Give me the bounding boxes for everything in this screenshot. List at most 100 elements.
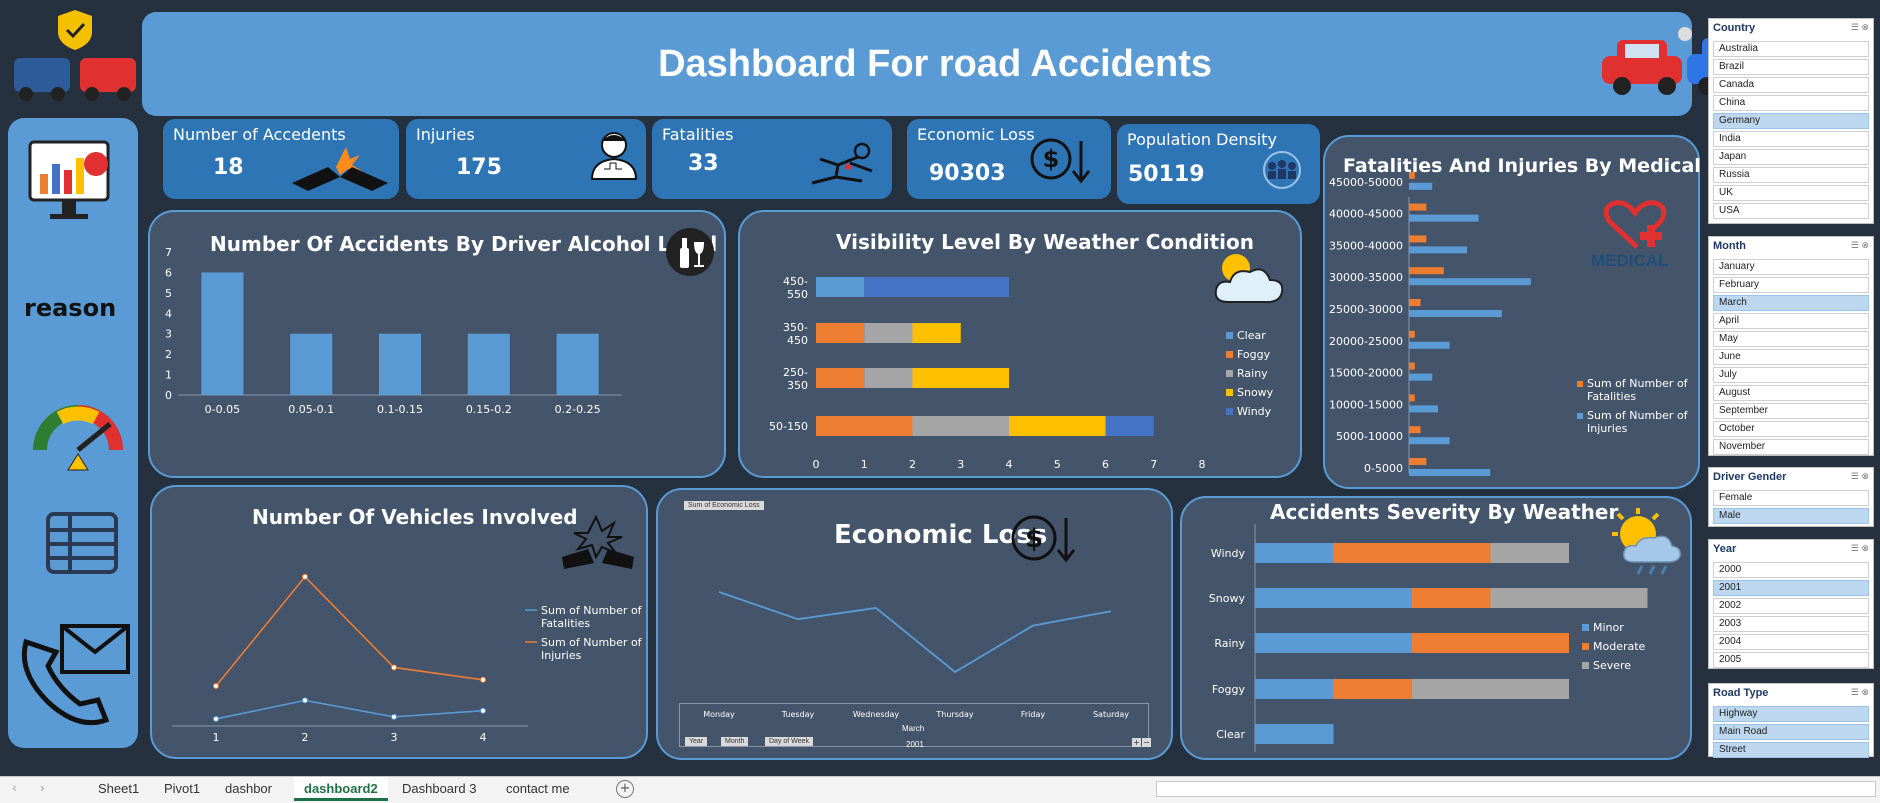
svg-text:$: $ <box>1025 524 1043 554</box>
bar-fatalities <box>1409 362 1415 370</box>
slicer-item[interactable]: Germany <box>1713 113 1869 129</box>
clear-filter-icon[interactable]: ☰ ⊗ <box>1850 240 1869 250</box>
x-tick-label: 5 <box>1054 458 1061 471</box>
bar-fatalities <box>1409 458 1427 465</box>
kpi-value: 175 <box>456 155 502 180</box>
slicer-item[interactable]: June <box>1713 349 1869 365</box>
slicer-item[interactable]: Brazil <box>1713 59 1869 75</box>
sheet-tab[interactable]: Pivot1 <box>164 781 201 796</box>
bar-fatalities <box>1409 267 1444 275</box>
slicer-item[interactable]: Female <box>1713 490 1869 506</box>
x-tick-label: 1 <box>861 458 868 471</box>
expand-button[interactable]: + <box>1132 738 1141 747</box>
legend-label: Sum of Number of <box>541 604 643 617</box>
filter-month-button[interactable]: Month <box>721 737 749 746</box>
bar-segment <box>816 277 865 297</box>
slicer-header: Country ☰ ⊗ <box>1709 19 1873 39</box>
slicer-item[interactable]: April <box>1713 313 1869 329</box>
filter-year-button[interactable]: Year <box>685 737 708 746</box>
legend-swatch <box>1226 332 1233 339</box>
population-icon <box>1263 151 1301 189</box>
x-tick-label: 4 <box>480 731 487 744</box>
dashboard-header: Dashboard For road Accidents <box>142 12 1772 116</box>
filter-day-button[interactable]: Day of Week <box>765 737 813 746</box>
slicer-header: Month ☰ ⊗ <box>1709 237 1873 257</box>
slicer-item[interactable]: 2003 <box>1713 616 1869 632</box>
data-point <box>302 573 308 580</box>
clear-filter-icon[interactable]: ☰ ⊗ <box>1850 543 1869 553</box>
slicer-item[interactable]: Japan <box>1713 149 1869 165</box>
x-tick-label: Wednesday <box>853 710 900 719</box>
table-icon[interactable] <box>46 512 118 576</box>
slicer-item[interactable]: Street <box>1713 742 1869 758</box>
sheet-tab[interactable]: Dashboard 3 <box>402 781 477 796</box>
pivot-field-button[interactable]: Sum of Economic Loss <box>684 501 764 510</box>
slicer-item[interactable]: Main Road <box>1713 724 1869 740</box>
bar-segment <box>1255 679 1334 699</box>
x-tick-label: 0.15-0.2 <box>466 403 512 416</box>
slicer-title: Road Type <box>1713 687 1769 699</box>
dollar-down-icon: $ <box>1030 138 1091 184</box>
scroll-left-icon[interactable]: ‹ <box>12 781 17 795</box>
bar-injuries <box>1409 310 1502 317</box>
y-tick-label: 10000-15000 <box>1329 398 1403 411</box>
slicer-item[interactable]: September <box>1713 403 1869 419</box>
slicer-item[interactable]: 2000 <box>1713 562 1869 578</box>
medical-bar-chart: 0-5000 5000-10000 10000-15000 15000-20000 20… <box>1329 171 1689 476</box>
y-tick-label: Snowy <box>1209 592 1246 605</box>
bar <box>379 333 421 395</box>
add-sheet-icon[interactable]: + <box>616 780 634 798</box>
y-tick-label: 25000-30000 <box>1329 303 1403 316</box>
slicer-item[interactable]: UK <box>1713 185 1869 201</box>
slicer-item[interactable]: Russia <box>1713 167 1869 183</box>
clear-filter-icon[interactable]: ☰ ⊗ <box>1850 471 1869 481</box>
y-tick-label: Windy <box>1211 547 1246 560</box>
slicer-item[interactable]: 2005 <box>1713 652 1869 668</box>
chart-title: Visibility Level By Weather Condition <box>836 230 1254 254</box>
clear-filter-icon[interactable]: ☰ ⊗ <box>1850 687 1869 697</box>
phone-mail-icon[interactable] <box>18 622 132 732</box>
slicer-item[interactable]: August <box>1713 385 1869 401</box>
slicer-item[interactable]: China <box>1713 95 1869 111</box>
series-line <box>215 575 484 687</box>
legend-label: Fatalities <box>1587 390 1636 403</box>
chart-title: Number Of Vehicles Involved <box>252 505 578 529</box>
bar-segment <box>1255 588 1412 608</box>
slicer-item[interactable]: Australia <box>1713 41 1869 57</box>
bar-fatalities <box>1409 299 1421 306</box>
collapse-button[interactable]: − <box>1142 738 1151 747</box>
slicer-item[interactable]: November <box>1713 439 1869 455</box>
y-tick-label: 15000-20000 <box>1329 367 1403 380</box>
slicer-title: Country <box>1713 22 1756 34</box>
slicer-item[interactable]: 2001 <box>1713 580 1869 596</box>
sheet-tab[interactable]: contact me <box>506 781 570 796</box>
x-tick-label: 3 <box>391 731 398 744</box>
bar-fatalities <box>1409 235 1427 243</box>
series-line <box>215 699 484 720</box>
bar-segment <box>1490 588 1648 608</box>
slicer-item[interactable]: 2004 <box>1713 634 1869 650</box>
sheet-tab[interactable]: Sheet1 <box>98 781 140 796</box>
slicer-item[interactable]: July <box>1713 367 1869 383</box>
speedometer-warning-icon[interactable] <box>30 380 126 472</box>
y-tick-label: 50-150 <box>769 420 808 433</box>
slicer-item[interactable]: India <box>1713 131 1869 147</box>
horizontal-scrollbar[interactable] <box>1156 781 1876 797</box>
sheet-tab[interactable]: dashbor <box>225 781 272 796</box>
bar-segment <box>1412 679 1569 699</box>
slicer-item[interactable]: May <box>1713 331 1869 347</box>
slicer-item[interactable]: January <box>1713 259 1869 275</box>
slicer-item[interactable]: October <box>1713 421 1869 437</box>
slicer-item[interactable]: 2002 <box>1713 598 1869 614</box>
analytics-monitor-icon[interactable] <box>26 138 118 228</box>
scroll-right-icon[interactable]: › <box>40 781 45 795</box>
slicer-item[interactable]: February <box>1713 277 1869 293</box>
slicer-item[interactable]: USA <box>1713 203 1869 219</box>
clear-filter-icon[interactable]: ☰ ⊗ <box>1850 22 1869 32</box>
slicer-item[interactable]: March <box>1713 295 1869 311</box>
slicer-item[interactable]: Canada <box>1713 77 1869 93</box>
slicer-item[interactable]: Male <box>1713 508 1869 524</box>
slicer-item[interactable]: Highway <box>1713 706 1869 722</box>
kpi-label: Number of Accedents <box>173 125 346 144</box>
sheet-tab[interactable]: dashboard2 <box>294 777 388 801</box>
